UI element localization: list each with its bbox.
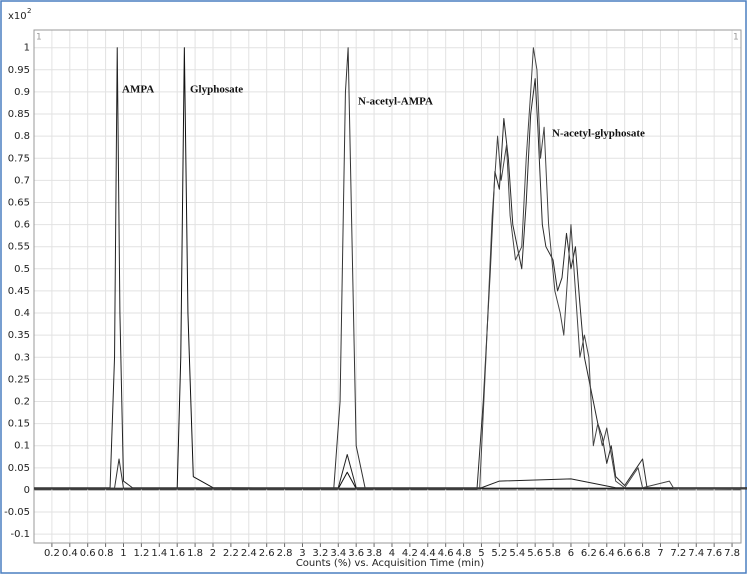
y-scale-base: x10 [8,11,27,22]
x-tick-label: 2.8 [277,548,293,559]
y-scale-exponent: 2 [27,7,31,15]
x-tick-label: 6.8 [635,548,651,559]
y-tick-label: 0.7 [14,175,30,186]
x-tick-label: 2.2 [223,548,239,559]
x-tick-label: 2 [210,548,216,559]
x-tick-label: 5.4 [509,548,525,559]
y-tick-label: 0 [24,485,30,496]
x-tick-label: 1 [120,548,126,559]
y-tick-label: 0.3 [14,352,30,363]
y-tick-label: 0.75 [8,153,30,164]
x-axis-label: Counts (%) vs. Acquisition Time (min) [296,558,484,569]
x-tick-label: 7.6 [706,548,722,559]
x-tick-label: 7.8 [724,548,740,559]
y-tick-label: 0.95 [8,65,30,76]
x-tick-label: 6.2 [581,548,597,559]
x-tick-label: 6.6 [617,548,633,559]
y-tick-label: 0.45 [8,286,30,297]
x-tick-label: 4 [389,548,395,559]
peak-annotation: AMPA [122,84,154,96]
panel-label: 1 [733,33,739,43]
y-tick-label: -0.1 [10,529,30,540]
plot-area [33,29,742,544]
x-tick-label: 1.6 [169,548,185,559]
x-tick-label: 0.2 [44,548,60,559]
y-tick-label: 0.6 [14,220,30,231]
x-tick-label: 4.2 [402,548,418,559]
trace-line [34,47,747,490]
y-tick-label: 0.15 [8,419,30,430]
y-tick-label: 0.2 [14,396,30,407]
x-tick-label: 7 [657,548,663,559]
x-tick-label: 7.4 [688,548,704,559]
trace-line [34,47,747,489]
x-tick-label: 1.8 [187,548,203,559]
x-tick-label: 4.8 [456,548,472,559]
y-tick-label: 0.25 [8,374,30,385]
x-tick-label: 0.6 [80,548,96,559]
x-tick-label: 5.6 [527,548,543,559]
x-tick-label: 5.2 [491,548,507,559]
x-tick-label: 3.8 [366,548,382,559]
x-tick-label: 3.4 [330,548,346,559]
trace-line [34,47,747,490]
y-tick-label: 0.35 [8,330,30,341]
peak-annotation: N-acetyl-AMPA [358,96,433,108]
y-tick-label: 0.65 [8,197,30,208]
x-tick-label: 3.2 [312,548,328,559]
x-tick-label: 1.2 [133,548,149,559]
x-tick-label: 0.8 [98,548,114,559]
x-tick-label: 2.6 [259,548,275,559]
x-tick-label: 7.2 [670,548,686,559]
x-tick-label: 5 [478,548,484,559]
panel-label: 1 [36,33,42,43]
y-tick-label: 0.8 [14,131,30,142]
y-tick-label: 0.9 [14,87,30,98]
x-tick-label: 4.4 [420,548,436,559]
x-tick-label: 6 [568,548,574,559]
x-tick-label: 0.4 [62,548,78,559]
y-tick-label: 0.5 [14,264,30,275]
y-tick-label: 0.85 [8,109,30,120]
x-tick-label: 1.4 [151,548,167,559]
x-tick-label: 5.8 [545,548,561,559]
y-tick-label: 0.1 [14,441,30,452]
x-tick-label: 3 [299,548,305,559]
y-tick-label: -0.05 [4,507,30,518]
y-tick-label: 0.55 [8,242,30,253]
x-tick-label: 4.6 [438,548,454,559]
y-tick-label: 0.4 [14,308,30,319]
y-tick-label: 0.05 [8,463,30,474]
x-tick-label: 6.4 [599,548,615,559]
y-tick-label: 1 [24,43,30,54]
x-tick-label: 3.6 [348,548,364,559]
x-tick-label: 2.4 [241,548,257,559]
peak-annotation: N-acetyl-glyphosate [552,128,645,140]
trace-line [34,78,747,490]
peak-annotation: Glyphosate [190,84,243,96]
